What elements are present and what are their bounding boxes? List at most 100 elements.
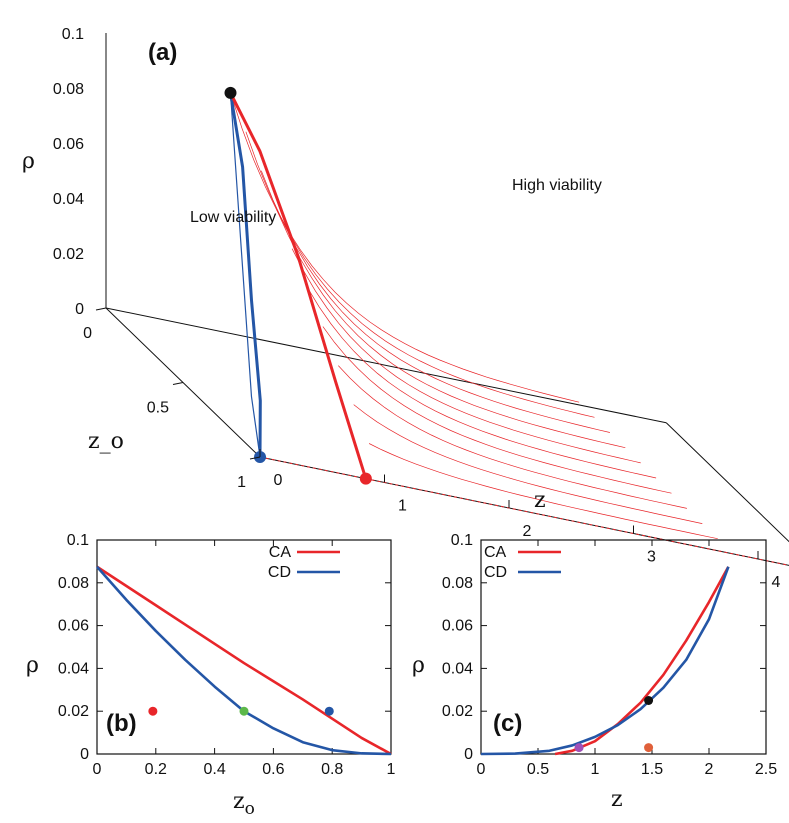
contour-line	[353, 404, 703, 524]
legend-cd-label: CD	[268, 564, 291, 581]
data-point	[239, 706, 249, 716]
panel-b-plot: 0 0.2 0.4 0.6 0.8 1 0 0.02 0.04 0.06 0.08 0.1 CA CD…	[26, 532, 396, 819]
z-tick-label: 0	[75, 301, 84, 318]
legend-ca-label: CA	[269, 544, 292, 561]
z-tick-label: 0.04	[53, 191, 84, 208]
x-tick-label: 2	[705, 761, 714, 778]
y-tick-label: 0	[80, 746, 89, 763]
x-tick-label: 2.5	[755, 761, 777, 778]
contour-line	[230, 92, 580, 403]
y-tick-mark	[249, 456, 261, 460]
series-line-cd	[480, 566, 730, 756]
y-tick-label: 0.02	[442, 703, 473, 720]
data-point	[644, 696, 654, 705]
annotation-high-viability: High viability	[512, 177, 602, 194]
legend-cd-label-c: CD	[484, 564, 507, 581]
panel-b-xlabel: zo	[233, 789, 255, 819]
panel-b-frame	[96, 539, 392, 755]
panel-c-label: (c)	[493, 710, 522, 737]
panel-b-ticks: 0 0.2 0.4 0.6 0.8 1 0 0.02 0.04 0.06 0.08 0.1	[58, 532, 396, 778]
special-point	[224, 86, 237, 99]
panel-a-axes	[105, 33, 789, 566]
contour-line	[338, 365, 687, 509]
y-tick-label: 0.1	[67, 532, 89, 549]
x-tick-label: 0.8	[321, 761, 343, 778]
y-tick-label: 0	[464, 746, 473, 763]
panel-c-ticks: 0 0.5 1 1.5 2 2.5 0 0.02 0.04 0.06 0.08 0.1	[442, 532, 777, 778]
x-tick-label: 1	[398, 498, 407, 515]
y-tick-label: 1	[237, 474, 246, 491]
z-tick-label: 0.1	[62, 26, 84, 43]
y-tick-label: 0	[83, 325, 92, 342]
series-line-ca	[554, 566, 730, 756]
panel-c-plot: 0 0.5 1 1.5 2 2.5 0 0.02 0.04 0.06 0.08 0.1 CA CD (…	[412, 532, 777, 812]
z-tick-label: 0.02	[53, 246, 84, 263]
panel-b-points	[148, 706, 334, 716]
x-tick-label: 0.6	[262, 761, 284, 778]
contour-line	[260, 170, 610, 433]
annotation-low-viability: Low viability	[190, 209, 276, 226]
contour-line	[276, 209, 626, 449]
x-tick-label: 0	[274, 472, 283, 489]
x-tick-label: 1	[591, 761, 600, 778]
x-tick-label: 0	[477, 761, 486, 778]
boundary-cd-boundary	[229, 92, 262, 458]
y-tick-label: 0.06	[58, 618, 89, 635]
panel-a-zlabel: ρ	[22, 149, 35, 174]
axis-right-edge	[665, 422, 789, 543]
panel-c-frame	[480, 539, 767, 755]
x-tick-label: 1.5	[641, 761, 663, 778]
projection-line	[229, 92, 261, 458]
y-tick-label: 0.08	[58, 575, 89, 592]
panel-b-series	[96, 565, 392, 756]
data-point	[574, 743, 584, 753]
y-tick-mark	[95, 307, 107, 311]
x-tick-label: 2	[523, 523, 532, 540]
x-tick-label: 0	[93, 761, 102, 778]
y-tick-label: 0.08	[442, 575, 473, 592]
y-tick-label: 0.5	[147, 400, 169, 417]
data-point	[324, 706, 334, 716]
axis-front-edge	[259, 456, 789, 566]
x-tick-label: 0.2	[145, 761, 167, 778]
panel-c-points	[574, 696, 654, 753]
panel-c-xlabel: z	[611, 787, 623, 812]
panel-a-ylabel: z_o	[88, 429, 124, 454]
panel-a-ticks: 0 0.02 0.04 0.06 0.08 0.1 0 0.5 1 0 1 2 3 4	[53, 26, 781, 591]
x-tick-label: 0.4	[203, 761, 225, 778]
x-tick-label: 4	[772, 574, 781, 591]
x-tick-label: 0.5	[527, 761, 549, 778]
panel-a-xlabel: z	[534, 488, 546, 513]
data-point	[148, 706, 158, 716]
axis-back-edge	[105, 307, 667, 424]
contour-line	[307, 287, 657, 479]
panel-a-label: (a)	[148, 39, 177, 66]
panel-c-ylabel: ρ	[412, 653, 425, 678]
contour-line	[322, 326, 672, 494]
y-tick-label: 0.06	[442, 618, 473, 635]
series-line-ca	[96, 565, 392, 756]
data-point	[644, 743, 654, 753]
panel-b-legend: CA CD	[268, 544, 340, 581]
panel-b-ylabel: ρ	[26, 653, 39, 678]
y-tick-label: 0.02	[58, 703, 89, 720]
boundary-ca-boundary	[229, 92, 368, 480]
panel-a-curves	[229, 92, 368, 480]
y-tick-label: 0.04	[58, 660, 89, 677]
legend-ca-label-c: CA	[484, 544, 507, 561]
z-tick-label: 0.06	[53, 136, 84, 153]
z-tick-label: 0.08	[53, 81, 84, 98]
panel-c-legend: CA CD	[484, 544, 561, 581]
contour-line	[291, 248, 641, 464]
x-tick-label: 1	[387, 761, 396, 778]
x-tick-label: 3	[647, 549, 656, 566]
panel-b-label: (b)	[106, 710, 137, 737]
panel-a-contours	[230, 92, 789, 566]
y-tick-mark	[172, 382, 184, 385]
special-point	[359, 472, 372, 485]
contour-line	[245, 131, 595, 418]
contour-line	[368, 443, 718, 540]
panel-a-3d-plot: 0 0.02 0.04 0.06 0.08 0.1 0 0.5 1 0 1 2 3 4 (a) ρ z_o…	[22, 26, 789, 591]
y-tick-label: 0.04	[442, 660, 473, 677]
